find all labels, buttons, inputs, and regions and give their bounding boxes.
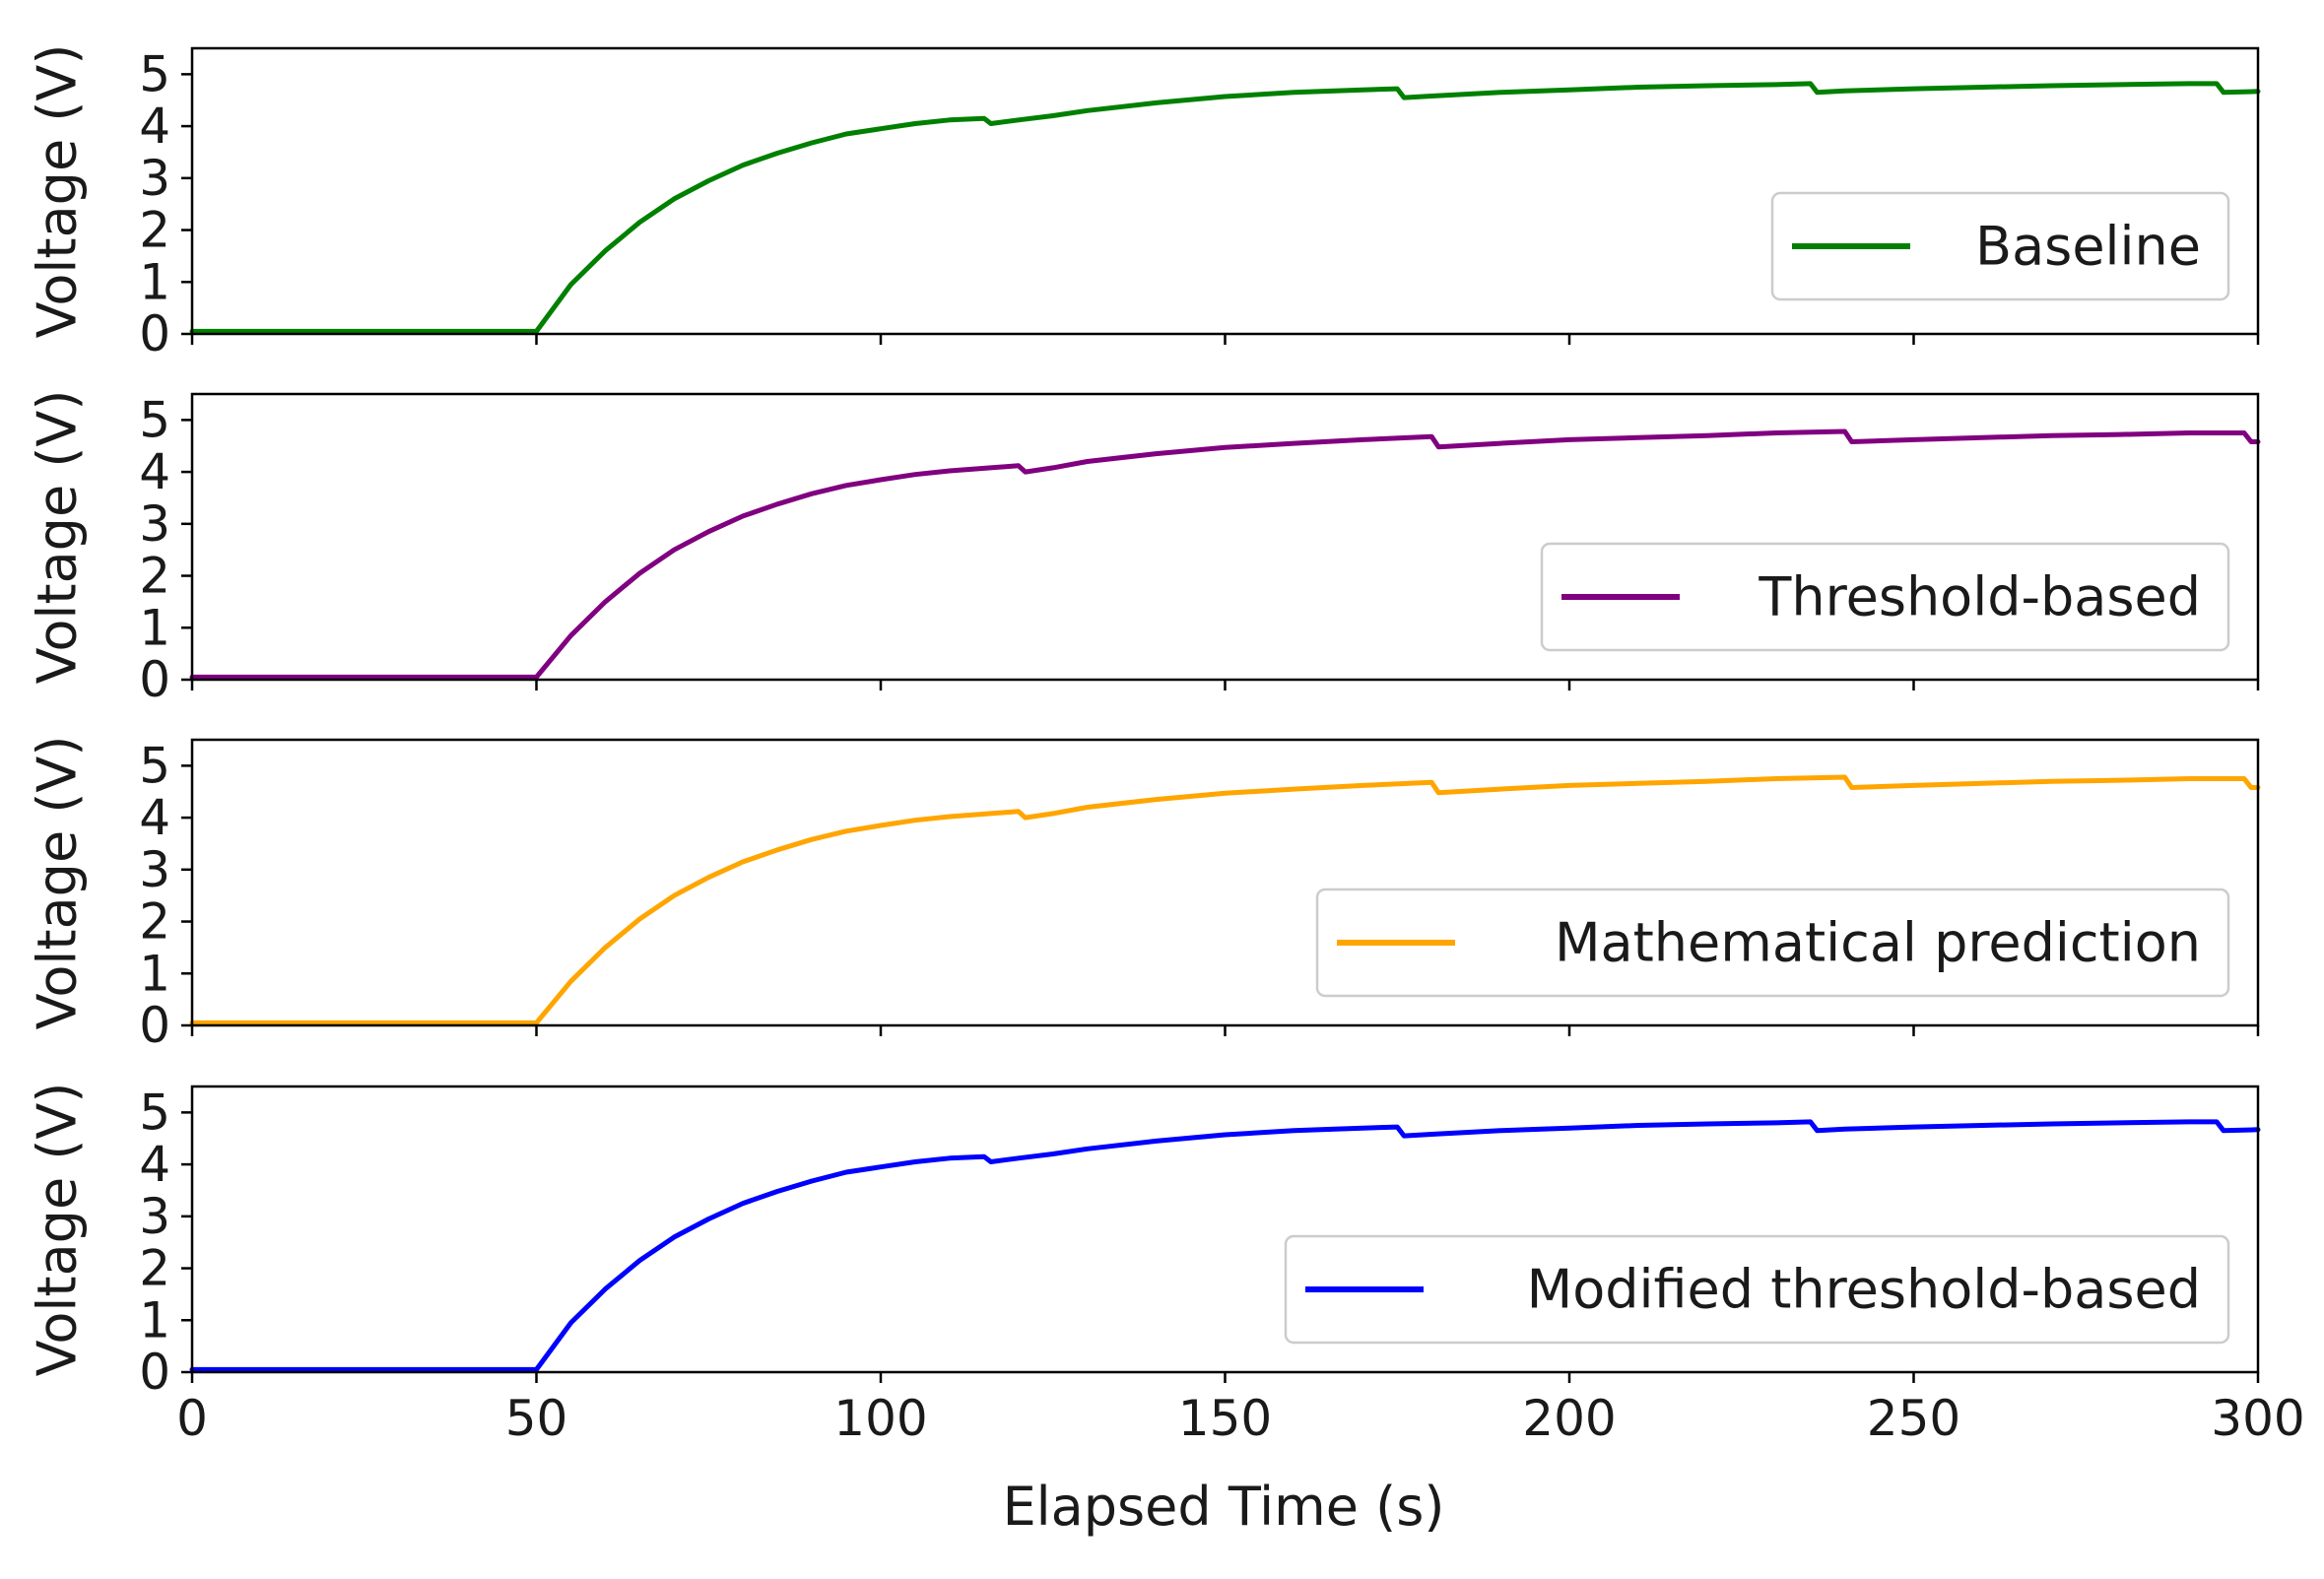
x-tick-label: 250 [1867, 1390, 1960, 1447]
series-line-2-1 [189, 428, 2261, 680]
x-tick-label: 50 [505, 1390, 568, 1447]
y-tick-label: 3 [139, 1188, 170, 1245]
y-axis-label: Voltage (V) [27, 736, 89, 1030]
series-line-4-1 [189, 1119, 2261, 1372]
y-axis-label: Voltage (V) [27, 1083, 89, 1377]
y-tick-label: 0 [139, 305, 170, 362]
legend-box [1540, 542, 2230, 652]
legend-label: Modified threshold-based [1527, 1259, 2201, 1321]
y-tick-label: 5 [139, 737, 170, 794]
y-tick-label: 5 [139, 45, 170, 102]
legend: Baseline [1770, 191, 2230, 301]
y-tick-label: 4 [139, 443, 170, 500]
y-tick-label: 0 [139, 651, 170, 708]
y-tick-label: 3 [139, 150, 170, 207]
legend-box [1315, 888, 2230, 998]
y-tick-label: 4 [139, 789, 170, 846]
legend-label: Threshold-based [1758, 566, 2201, 628]
y-tick-label: 1 [139, 253, 170, 310]
legend: Threshold-based [1540, 542, 2230, 652]
legend: Modified threshold-based [1284, 1234, 2230, 1345]
y-tick-label: 3 [139, 495, 170, 553]
y-tick-label: 2 [139, 202, 170, 259]
x-tick-label: 0 [176, 1390, 208, 1447]
y-tick-label: 2 [139, 548, 170, 605]
y-tick-label: 2 [139, 893, 170, 951]
y-tick-label: 1 [139, 945, 170, 1002]
legend: Mathematical prediction [1315, 888, 2230, 998]
legend-box [1770, 191, 2230, 301]
legend-label: Baseline [1975, 216, 2201, 278]
series-line-1-1 [189, 81, 2261, 334]
x-tick-label: 150 [1178, 1390, 1272, 1447]
x-tick-label: 300 [2211, 1390, 2304, 1447]
y-tick-label: 0 [139, 997, 170, 1054]
y-tick-label: 1 [139, 599, 170, 656]
y-tick-label: 4 [139, 1136, 170, 1193]
y-axis-label: Voltage (V) [27, 390, 89, 685]
y-tick-label: 5 [139, 1084, 170, 1141]
legend-label: Mathematical prediction [1555, 912, 2201, 974]
x-tick-label: 200 [1522, 1390, 1616, 1447]
y-tick-label: 4 [139, 98, 170, 155]
y-tick-label: 5 [139, 391, 170, 448]
legend-box [1284, 1234, 2230, 1345]
x-axis-label: Elapsed Time (s) [1003, 1476, 1445, 1538]
series-line-3-1 [189, 774, 2261, 1025]
y-tick-label: 1 [139, 1291, 170, 1349]
y-tick-label: 2 [139, 1240, 170, 1297]
y-tick-label: 3 [139, 841, 170, 898]
y-tick-label: 0 [139, 1344, 170, 1401]
y-axis-label: Voltage (V) [27, 44, 89, 339]
x-tick-label: 100 [833, 1390, 927, 1447]
